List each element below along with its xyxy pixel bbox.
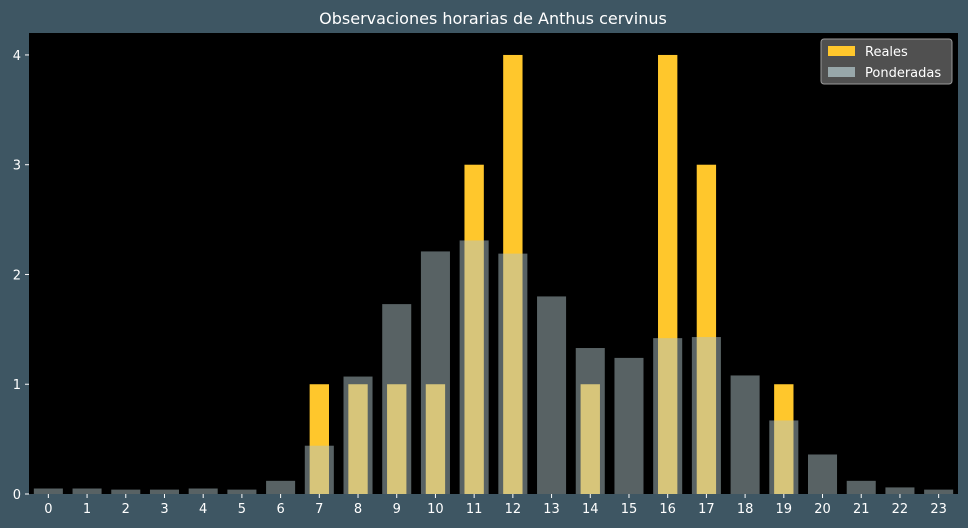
x-tick-label: 1 bbox=[83, 502, 91, 517]
bar-ponderadas-8 bbox=[343, 376, 373, 494]
y-tick-label: 2 bbox=[13, 268, 21, 283]
bar-ponderadas-21 bbox=[846, 480, 876, 494]
bar-ponderadas-20 bbox=[808, 454, 838, 494]
legend-swatch bbox=[828, 67, 855, 77]
bar-ponderadas-17 bbox=[691, 337, 721, 494]
x-tick-label: 21 bbox=[853, 502, 870, 517]
bar-ponderadas-2 bbox=[111, 489, 141, 494]
bar-ponderadas-15 bbox=[614, 357, 644, 494]
x-tick-label: 5 bbox=[238, 502, 246, 517]
bar-ponderadas-23 bbox=[924, 489, 954, 494]
x-tick-label: 4 bbox=[199, 502, 207, 517]
y-tick-label: 3 bbox=[13, 159, 21, 174]
bar-ponderadas-6 bbox=[266, 480, 296, 494]
x-tick-label: 6 bbox=[276, 502, 284, 517]
x-tick-label: 18 bbox=[737, 502, 754, 517]
bar-ponderadas-0 bbox=[33, 488, 63, 494]
x-tick-label: 9 bbox=[393, 502, 401, 517]
x-tick-label: 15 bbox=[621, 502, 638, 517]
plot-area bbox=[29, 33, 958, 494]
bar-ponderadas-9 bbox=[382, 304, 412, 494]
x-tick-label: 23 bbox=[930, 502, 947, 517]
x-tick-label: 19 bbox=[776, 502, 793, 517]
x-tick-label: 20 bbox=[814, 502, 831, 517]
x-tick-label: 13 bbox=[543, 502, 560, 517]
x-tick-label: 2 bbox=[122, 502, 130, 517]
bar-ponderadas-22 bbox=[885, 487, 915, 494]
y-axis: 0 1 2 3 4 bbox=[13, 49, 29, 503]
y-tick-label: 1 bbox=[13, 378, 21, 393]
bar-ponderadas-7 bbox=[304, 445, 334, 494]
bar-ponderadas-5 bbox=[227, 489, 257, 494]
bar-ponderadas-4 bbox=[188, 488, 218, 494]
bar-ponderadas-19 bbox=[769, 420, 799, 494]
x-tick-label: 8 bbox=[354, 502, 362, 517]
y-tick-label: 0 bbox=[13, 488, 21, 503]
bar-ponderadas-10 bbox=[420, 251, 450, 494]
x-tick-label: 17 bbox=[698, 502, 715, 517]
x-tick-label: 12 bbox=[505, 502, 522, 517]
legend-label: Reales bbox=[865, 45, 908, 60]
bar-ponderadas-18 bbox=[730, 375, 760, 494]
bar-ponderadas-11 bbox=[459, 240, 489, 494]
bar-ponderadas-3 bbox=[149, 489, 179, 494]
x-tick-label: 3 bbox=[160, 502, 168, 517]
bar-ponderadas-12 bbox=[498, 253, 528, 494]
chart-title: Observaciones horarias de Anthus cervinu… bbox=[319, 9, 667, 28]
legend-label: Ponderadas bbox=[865, 66, 941, 81]
bar-ponderadas-16 bbox=[653, 338, 683, 494]
x-tick-label: 22 bbox=[892, 502, 909, 517]
bar-ponderadas-1 bbox=[72, 488, 102, 494]
series-ponderadas-bars bbox=[33, 240, 954, 494]
x-tick-label: 16 bbox=[659, 502, 676, 517]
legend: Reales Ponderadas bbox=[820, 38, 953, 85]
x-tick-label: 0 bbox=[44, 502, 52, 517]
bar-ponderadas-14 bbox=[575, 348, 605, 494]
x-tick-label: 11 bbox=[466, 502, 483, 517]
y-tick-label: 4 bbox=[13, 49, 21, 64]
x-tick-label: 14 bbox=[582, 502, 599, 517]
x-axis: 0 1 2 3 4 5 6 7 8 9 10 11 12 13 14 15 16 17 18 19 20 21 22 23 bbox=[44, 494, 947, 517]
x-tick-label: 7 bbox=[315, 502, 323, 517]
x-tick-label: 10 bbox=[427, 502, 444, 517]
legend-swatch bbox=[828, 46, 855, 56]
bar-ponderadas-13 bbox=[537, 296, 567, 494]
